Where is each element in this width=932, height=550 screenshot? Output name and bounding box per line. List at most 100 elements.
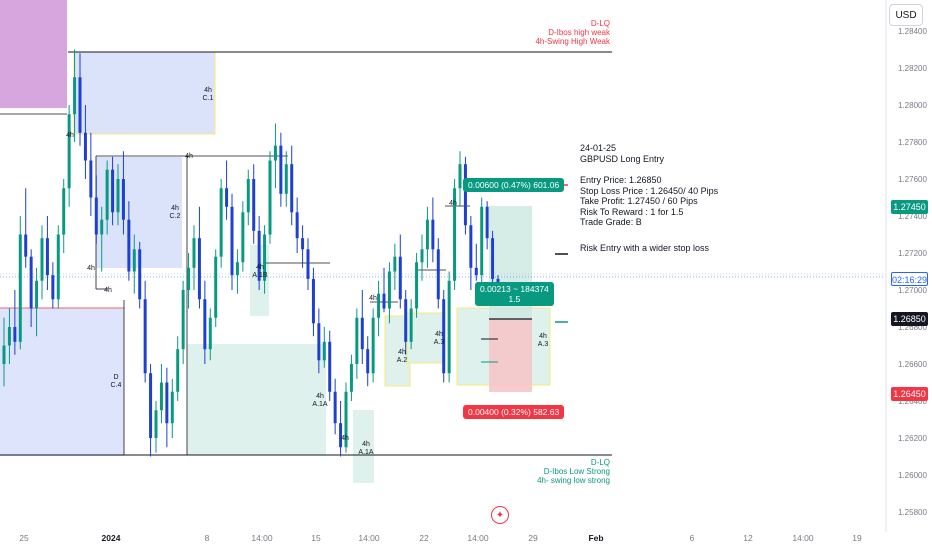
time-tick-label: 14:00 bbox=[251, 533, 273, 543]
price-axis[interactable]: 1.28400 1.28200 1.28000 1.27800 1.27600 1.274… bbox=[885, 0, 927, 532]
candle-up bbox=[458, 164, 462, 189]
candle-down bbox=[404, 299, 408, 342]
label-a1b-b: A.1B bbox=[252, 272, 268, 279]
label-4h-5: 4h bbox=[369, 295, 377, 302]
candle-up bbox=[35, 280, 39, 309]
label-c1-a: 4h bbox=[204, 87, 212, 94]
bottom-label-2: D-Ibos Low Strong bbox=[543, 467, 610, 476]
time-tick-label: 2024 bbox=[102, 533, 121, 543]
candle-up bbox=[18, 234, 22, 342]
candle-down bbox=[13, 327, 17, 342]
price-tag-sl: 1.26450 bbox=[891, 387, 928, 401]
candle-up bbox=[181, 290, 185, 350]
candle-down bbox=[203, 299, 207, 350]
candle-up bbox=[154, 410, 158, 438]
candle-up bbox=[246, 179, 250, 213]
label-a2-b: A.2 bbox=[397, 357, 408, 364]
candle-up bbox=[415, 262, 419, 309]
label-a1a2-a: 4h bbox=[362, 441, 370, 448]
candles-layer bbox=[2, 49, 500, 457]
candle-up bbox=[349, 364, 353, 392]
candle-up bbox=[219, 188, 223, 257]
zone-green-big bbox=[187, 344, 326, 455]
candle-up bbox=[409, 308, 413, 342]
candle-down bbox=[295, 212, 299, 239]
candle-up bbox=[344, 391, 348, 448]
premium-zone bbox=[0, 0, 67, 108]
price-tag-tp: 1.27450 bbox=[891, 200, 928, 214]
candle-up bbox=[235, 262, 239, 276]
candle-down bbox=[328, 341, 332, 392]
price-tick-label: 1.27000 bbox=[898, 286, 927, 295]
zone-c1 bbox=[73, 51, 216, 135]
label-4h-3: 4h bbox=[87, 265, 95, 272]
candle-up bbox=[480, 206, 484, 276]
trade-stop: Stop Loss Price : 1.26450/ 40 Pips bbox=[580, 185, 719, 196]
zones-layer bbox=[0, 0, 551, 483]
candle-up bbox=[371, 317, 375, 374]
candle-up bbox=[62, 188, 66, 235]
time-tick-label: Feb bbox=[588, 533, 603, 543]
candle-down bbox=[442, 299, 446, 374]
sl-tag[interactable]: 0.00400 (0.32%) 582.63 bbox=[463, 405, 565, 419]
trade-entry: Entry Price: 1.26850 bbox=[580, 175, 662, 185]
candle-down bbox=[469, 225, 473, 268]
candle-up bbox=[377, 293, 381, 318]
candle-down bbox=[225, 188, 229, 207]
price-tick-label: 1.26000 bbox=[898, 471, 927, 480]
candle-down bbox=[197, 238, 201, 300]
candle-down bbox=[339, 423, 343, 448]
label-a3r-a: 4h bbox=[539, 333, 547, 340]
candle-up bbox=[176, 349, 180, 392]
currency-button[interactable]: USD bbox=[889, 4, 923, 26]
candle-down bbox=[290, 164, 294, 213]
time-tick-label: 14:00 bbox=[467, 533, 489, 543]
position-tag[interactable]: 0.00213 ~ 184374 1.5 bbox=[475, 282, 554, 306]
label-c4-b: C.4 bbox=[111, 382, 122, 389]
candle-down bbox=[29, 256, 33, 309]
candle-down bbox=[436, 249, 440, 300]
candle-up bbox=[284, 164, 288, 194]
price-tick-label: 1.28000 bbox=[898, 101, 927, 110]
candle-down bbox=[485, 206, 489, 239]
candle-up bbox=[2, 345, 6, 364]
candle-down bbox=[111, 169, 115, 213]
zone-a1a-small bbox=[353, 410, 374, 483]
candle-down bbox=[360, 317, 364, 350]
candle-down bbox=[24, 234, 28, 257]
candle-down bbox=[496, 278, 500, 283]
candle-down bbox=[143, 299, 147, 374]
tradingview-logo-icon[interactable]: ✦ bbox=[491, 506, 509, 524]
price-tick-label: 1.27400 bbox=[898, 212, 927, 221]
position-tag-line-2: 1.5 bbox=[508, 294, 521, 304]
candle-down bbox=[257, 230, 261, 281]
risk-note: Risk Entry with a wider stop loss bbox=[580, 243, 710, 253]
position-tag-line-1: 0.00213 ~ 184374 bbox=[480, 284, 549, 294]
candle-up bbox=[447, 280, 451, 374]
time-axis[interactable]: 25 2024 8 14:00 15 14:00 22 14:00 29 Feb 6 12 14:00 1… bbox=[19, 533, 862, 543]
price-tick-label: 1.26800 bbox=[898, 323, 927, 332]
time-tick-label: 25 bbox=[19, 533, 29, 543]
candle-up bbox=[100, 219, 104, 235]
bottom-label-1: D-LQ bbox=[590, 458, 610, 467]
candle-down bbox=[165, 382, 169, 424]
price-tick-label: 1.26400 bbox=[898, 397, 927, 406]
label-4h-2: 4h bbox=[185, 153, 193, 160]
note-spacer bbox=[580, 164, 718, 175]
candle-up bbox=[208, 317, 212, 350]
candle-down bbox=[279, 145, 283, 194]
label-a1a2-b: A.1A bbox=[358, 449, 374, 456]
trade-title: GBPUSD Long Entry bbox=[580, 153, 665, 164]
label-4h-4: 4h bbox=[104, 287, 112, 294]
candle-up bbox=[170, 391, 174, 424]
label-c4-a: D bbox=[113, 374, 118, 381]
candle-up bbox=[159, 382, 163, 411]
candle-up bbox=[40, 238, 44, 281]
label-c2-b: C.2 bbox=[170, 213, 181, 220]
candle-down bbox=[491, 238, 495, 279]
tp-tag[interactable]: 0.00600 (0.47%) 601.06 bbox=[463, 178, 565, 192]
trade-grade: Trade Grade: B bbox=[580, 217, 642, 227]
trade-rr: Risk To Reward : 1 for 1.5 bbox=[580, 206, 684, 217]
candle-down bbox=[121, 179, 125, 220]
